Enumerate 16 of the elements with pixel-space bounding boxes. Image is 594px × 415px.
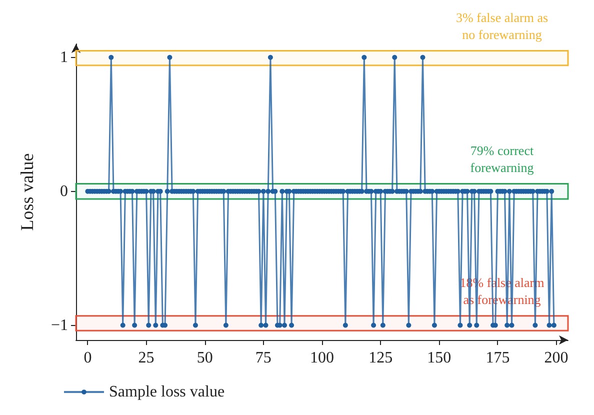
legend-label: Sample loss value: [109, 384, 225, 400]
x-tick-label: 100: [310, 350, 334, 366]
x-tick-label: 25: [138, 350, 154, 366]
y-tick-label: 0: [60, 182, 68, 200]
band-label: 3% false alarm as no forewarning: [456, 10, 548, 42]
x-tick-label: 50: [196, 350, 213, 366]
x-tick-label: 0: [84, 350, 92, 366]
x-tick-label: 125: [368, 350, 393, 366]
x-tick-label: 150: [427, 350, 452, 366]
x-tick-label: 175: [486, 350, 510, 366]
y-axis-title: Loss value: [17, 153, 37, 231]
y-tick-label: −1: [50, 316, 68, 334]
y-tick-label: 1: [60, 48, 68, 66]
x-tick-label: 75: [255, 350, 272, 366]
x-tick-label: 200: [544, 350, 568, 366]
band-label: 79% correct forewarning: [470, 142, 534, 175]
